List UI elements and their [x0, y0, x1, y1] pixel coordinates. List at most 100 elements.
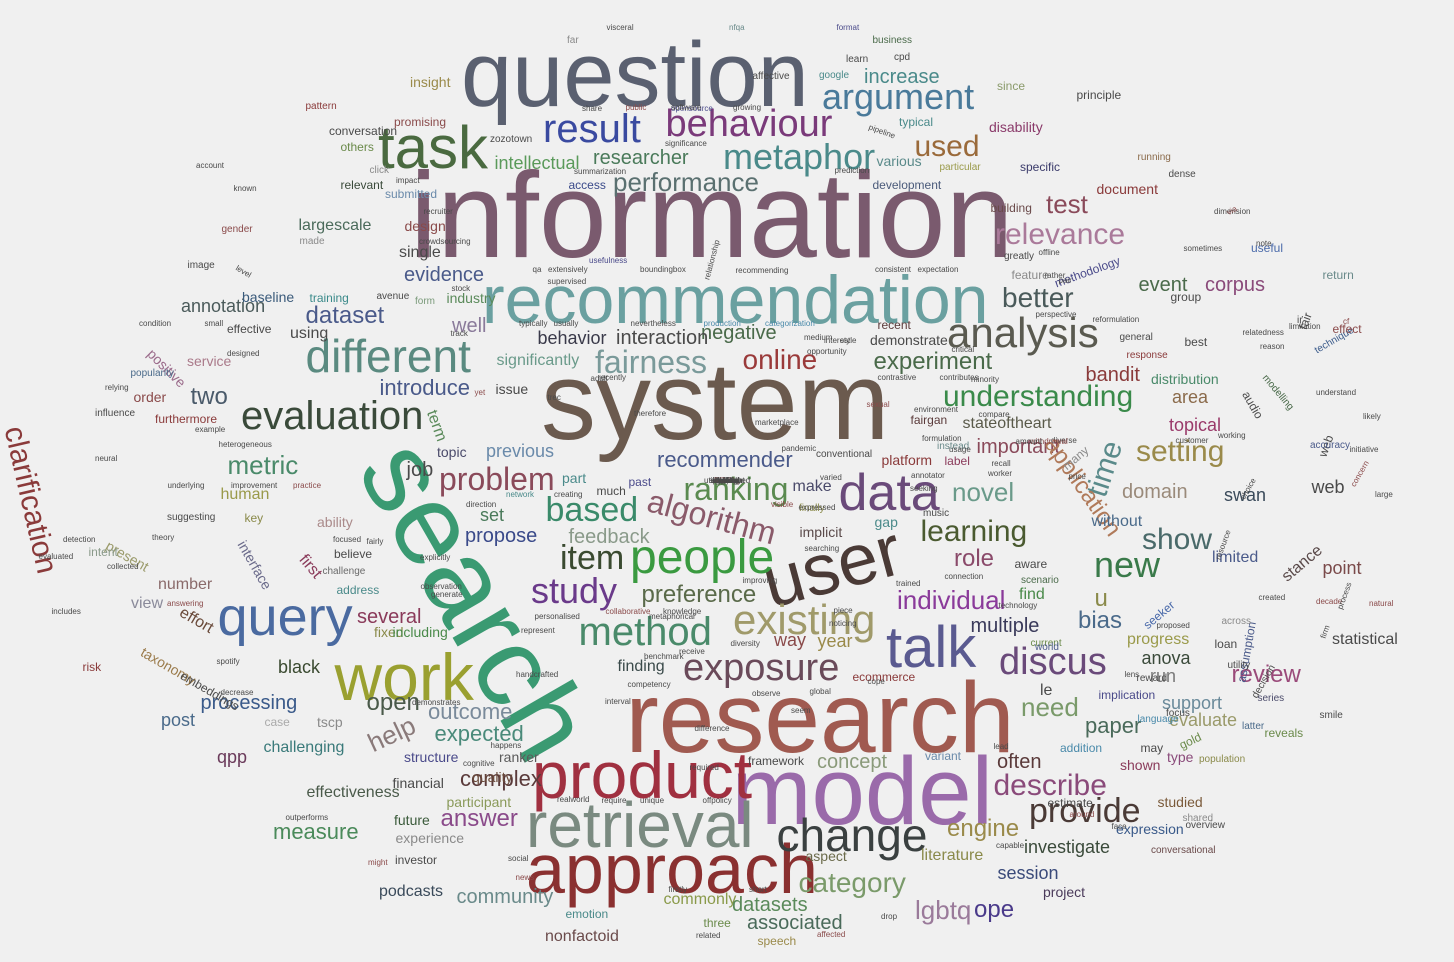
cloud-word: click [369, 165, 389, 176]
cloud-word: ranker [499, 749, 539, 765]
cloud-word: categorization [765, 319, 815, 328]
cloud-word: significant [709, 476, 745, 485]
cloud-word: current [1030, 638, 1062, 649]
cloud-word: access [568, 178, 606, 192]
cloud-word: structure [404, 749, 459, 765]
cloud-word: filtering [714, 476, 740, 485]
cloud-word: topic [437, 444, 467, 460]
cloud-word: news [515, 873, 535, 882]
cloud-word: dimension [1214, 207, 1251, 216]
cloud-word: return [1322, 268, 1354, 282]
cloud-word: expectation [917, 265, 959, 274]
cloud-word: loan [1214, 637, 1238, 651]
cloud-word: recruiter [423, 207, 453, 216]
cloud-word: datasets [732, 894, 808, 916]
cloud-word: fewer [717, 476, 737, 485]
cloud-word: apply [717, 476, 737, 485]
cloud-word: useful [1251, 241, 1284, 255]
cloud-word: principle [1076, 88, 1122, 102]
cloud-word: marketplace [755, 418, 799, 427]
cloud-word: people [630, 531, 775, 584]
cloud-word: area [1172, 387, 1209, 407]
cloud-word: software [671, 103, 702, 112]
cloud-word: condition [139, 319, 172, 328]
cloud-word: outperforms [285, 813, 329, 822]
cloud-word: context [714, 476, 740, 485]
cloud-word: far [567, 35, 579, 46]
cloud-word: describe [993, 769, 1107, 802]
cloud-word: role [954, 545, 995, 572]
cloud-word: world [1035, 642, 1059, 653]
cloud-word: evidence [404, 264, 485, 286]
cloud-word: question [461, 24, 809, 126]
cloud-word: platform [881, 452, 933, 468]
cloud-word: paper [1085, 713, 1142, 738]
cloud-word: studied [1157, 794, 1203, 810]
cloud-word: development [872, 178, 942, 192]
cloud-word: improvement [231, 481, 278, 490]
cloud-word: problem [439, 461, 555, 497]
cloud-word: estimate [1047, 796, 1093, 810]
cloud-word: therefore [634, 409, 667, 418]
cloud-word: expected [434, 721, 524, 746]
cloud-word: heterogeneous [218, 440, 272, 449]
cloud-word: multiple [970, 615, 1040, 637]
cloud-word: study [531, 570, 618, 611]
cloud-word: finding [617, 658, 665, 675]
cloud-word: observation [420, 582, 462, 591]
cloud-word: using [290, 325, 329, 342]
cloud-word: well [452, 315, 487, 337]
cloud-word: group [1170, 290, 1202, 304]
cloud-word: better [1002, 282, 1074, 313]
cloud-word: firstly [668, 885, 688, 894]
cloud-word: metaphor [723, 136, 876, 177]
cloud-word: ability [317, 514, 353, 530]
cloud-word: novel [952, 477, 1015, 507]
cloud-word: promising [394, 115, 447, 129]
cloud-word: required [689, 763, 719, 772]
cloud-word: difference [694, 724, 730, 733]
cloud-word: interface [234, 537, 276, 593]
cloud-word: qa [532, 265, 542, 274]
cloud-word: trained [896, 579, 921, 588]
cloud-word: evaluated [38, 552, 74, 561]
cloud-word: stance [1278, 541, 1326, 586]
cloud-word: experiment [873, 348, 993, 375]
cloud-word: smile [1319, 710, 1343, 721]
cloud-word: setting [1136, 435, 1225, 468]
cloud-word: scenario [1021, 575, 1059, 586]
cloud-word: previous [486, 441, 555, 461]
cloud-word: bandit [1085, 364, 1141, 386]
cloud-word: opensource [671, 104, 713, 113]
cloud-word: new [1094, 544, 1161, 585]
cloud-word: spotify [216, 657, 240, 666]
cloud-word: measure [273, 819, 359, 844]
cloud-word: address [336, 583, 380, 597]
cloud-word: introduce [379, 375, 471, 400]
cloud-word: show [1142, 523, 1213, 556]
cloud-word: past [628, 475, 652, 489]
cloud-word: improving [742, 576, 778, 585]
cloud-word: view [131, 595, 164, 612]
cloud-word: u [1094, 585, 1108, 612]
cloud-word: affective [752, 71, 790, 82]
cloud-word: withdrawal [1030, 437, 1068, 446]
cloud-word: used [914, 130, 980, 163]
cloud-word: effort [176, 604, 217, 637]
cloud-word: reward [1136, 673, 1168, 684]
cloud-word: underlying [167, 481, 205, 490]
cloud-word: fairgan [910, 413, 948, 427]
cloud-word: fairness [595, 344, 708, 380]
cloud-word: diversity [730, 639, 760, 648]
cloud-word: financial [392, 775, 444, 791]
cloud-word: social [508, 854, 529, 863]
cloud-word: piece [833, 606, 853, 615]
cloud-word: network [506, 490, 535, 499]
cloud-word: feedback [568, 526, 650, 548]
cloud-word: conventional [816, 449, 873, 460]
cloud-word: compare [978, 410, 1010, 419]
cloud-word: item [560, 539, 625, 577]
cloud-word: ranking [683, 471, 789, 507]
cloud-word: focused [333, 535, 362, 544]
cloud-word: key [244, 511, 264, 525]
